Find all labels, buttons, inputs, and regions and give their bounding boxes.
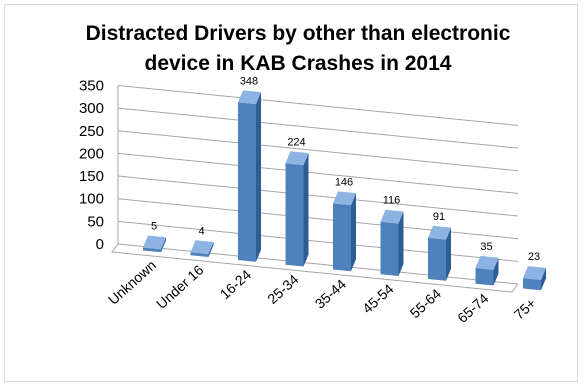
bar-front (238, 102, 256, 262)
category-label-35-44: 35-44 (312, 276, 349, 312)
data-label-45-54: 116 (383, 195, 401, 207)
category-label-45-54: 45-54 (359, 280, 396, 316)
bar-front (143, 247, 161, 253)
y-tick-label: 300 (79, 100, 104, 117)
bar-75+ (523, 266, 546, 291)
data-label-Unknown: 5 (151, 221, 157, 233)
bar-top (523, 266, 546, 280)
y-tick-label: 200 (79, 145, 104, 162)
bars (143, 90, 546, 291)
bar-side (161, 237, 166, 253)
bar-front (475, 267, 494, 286)
bar-top (380, 209, 404, 224)
data-label-35-44: 146 (335, 176, 353, 188)
y-axis-ticks: 0 50 100 150 200 250 300 350 (79, 77, 104, 253)
gridlines (111, 84, 519, 293)
bar-side (303, 153, 309, 267)
bar-front (428, 237, 446, 281)
data-label-75+: 23 (528, 251, 540, 263)
category-label-Unknown: Unknown (105, 257, 159, 308)
bar-front (333, 203, 351, 272)
floor-outline (111, 243, 519, 293)
bar-side (256, 92, 261, 262)
bar-side (351, 193, 356, 272)
gridline-50 (117, 220, 519, 262)
data-labels: 5 4 348 224 146 116 91 35 23 (151, 75, 540, 263)
gridline-250 (117, 130, 519, 172)
bar-side (446, 227, 451, 281)
bar-top (428, 225, 451, 240)
bar-25-34 (285, 151, 309, 267)
bar-side (398, 211, 404, 277)
bar-side (541, 267, 546, 291)
gridline-100 (117, 198, 519, 240)
data-label-65-74: 35 (480, 241, 492, 253)
bar-front (285, 163, 304, 267)
bar-35-44 (333, 191, 356, 272)
bar-Under 16 (190, 240, 214, 258)
data-label-16-24: 348 (240, 75, 258, 87)
gridline-0 (117, 243, 519, 285)
chart-title-line-1: Distracted Drivers by other than electro… (86, 22, 511, 45)
gridline-300 (117, 107, 519, 149)
data-label-Under 16: 4 (198, 225, 204, 237)
bar-45-54 (380, 209, 404, 277)
bar-top (143, 235, 166, 250)
bar-front (380, 221, 399, 277)
bar-16-24 (238, 90, 261, 262)
bar-top (333, 191, 356, 206)
category-label-55-64: 55-64 (407, 285, 444, 321)
y-tick-label: 0 (96, 236, 104, 253)
chart-title-line-2: device in KAB Crashes in 2014 (145, 52, 452, 75)
y-tick-label: 100 (79, 191, 104, 208)
bar-side (208, 242, 214, 258)
y-tick-label: 50 (87, 213, 104, 230)
category-label-25-34: 25-34 (264, 271, 301, 307)
bar-top (475, 255, 499, 270)
gridline-150 (117, 175, 519, 217)
category-label-16-24: 16-24 (217, 266, 254, 302)
bar-top (285, 151, 309, 166)
bar-front (190, 252, 209, 258)
category-label-Under 16: Under 16 (153, 261, 207, 312)
bar-55-64 (428, 225, 451, 281)
y-tick-label: 250 (79, 123, 104, 140)
bar-front (523, 278, 541, 291)
category-label-75+: 75+ (511, 295, 539, 323)
bar-top (190, 240, 214, 255)
category-label-65-74: 65-74 (454, 290, 491, 326)
bar-Unknown (143, 235, 166, 253)
bar-65-74 (475, 255, 499, 286)
gridline-200 (117, 152, 519, 194)
data-label-25-34: 224 (287, 136, 305, 148)
data-label-55-64: 91 (433, 211, 445, 223)
bar-top (238, 90, 261, 105)
gridline-350 (117, 84, 519, 126)
y-tick-label: 350 (79, 77, 104, 94)
bar-side (493, 257, 499, 286)
y-tick-label: 150 (79, 168, 104, 185)
